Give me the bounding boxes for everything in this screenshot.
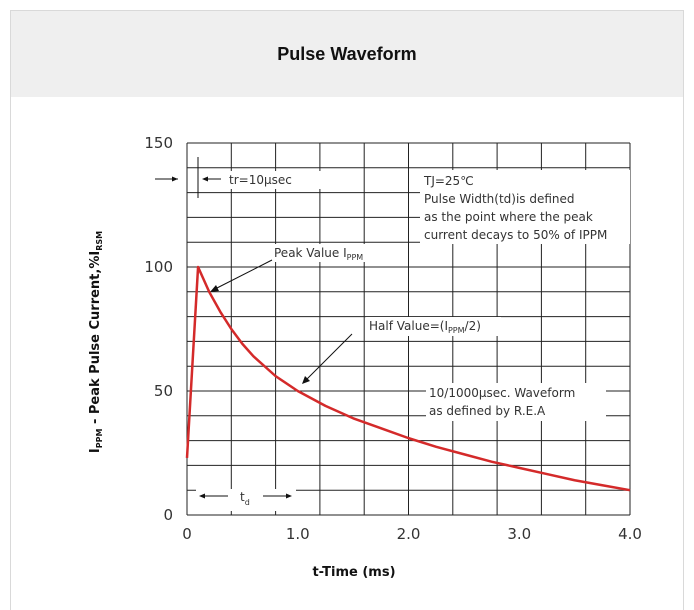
- half-label: Half Value=(IPPM/2): [369, 319, 481, 335]
- y-tick-label: 150: [144, 134, 173, 152]
- x-tick-label: 0: [182, 525, 192, 543]
- peak-label: Peak Value IPPM: [274, 246, 363, 262]
- y-tick-label: 100: [144, 258, 173, 276]
- x-tick-label: 2.0: [397, 525, 421, 543]
- waveform-line-1: 10/1000μsec. Waveform: [429, 386, 575, 400]
- waveform-series: [185, 265, 631, 492]
- tr-arrowhead-left: [172, 176, 178, 182]
- card-header: Pulse Waveform: [11, 11, 683, 97]
- x-tick-label: 1.0: [286, 525, 310, 543]
- tr-label: tr=10μsec: [229, 173, 292, 187]
- td-bg: [196, 489, 296, 511]
- tj-line-1: TJ=25℃: [423, 174, 474, 188]
- half-label-bg: [366, 317, 501, 336]
- tj-note-bg: [420, 170, 630, 244]
- y-tick-label: 0: [163, 506, 173, 524]
- tj-line-3: as the point where the peak: [424, 210, 593, 224]
- peak-pointer-line: [214, 259, 273, 290]
- waveform-note-bg: [426, 383, 606, 421]
- waveform-line-2: as defined by R.E.A: [429, 404, 546, 418]
- x-tick-label: 3.0: [507, 525, 531, 543]
- tj-line-4: current decays to 50% of IPPM: [424, 228, 607, 242]
- annotations: tr=10μsec TJ=25℃ Pulse Width(td)is defin…: [155, 157, 630, 511]
- half-pointer-line: [305, 333, 353, 381]
- td-label: td: [240, 490, 250, 507]
- chart-title: Pulse Waveform: [277, 43, 417, 64]
- half-pointer-head: [302, 376, 310, 384]
- tr-label-bg: [226, 171, 326, 189]
- td-arrowhead-left: [199, 493, 205, 499]
- tr-arrowhead-right: [202, 176, 208, 182]
- peak-label-bg: [272, 244, 407, 262]
- waveform-line: [185, 265, 631, 492]
- td-arrowhead-right: [286, 493, 292, 499]
- y-axis-title: IPPM - Peak Pulse Current,%IRSM: [88, 231, 104, 453]
- peak-pointer-head: [210, 285, 219, 292]
- x-tick-label: 4.0: [618, 525, 642, 543]
- chart-card: Pulse Waveform: [10, 10, 684, 610]
- tj-line-2: Pulse Width(td)is defined: [424, 192, 575, 206]
- x-axis-title: t-Time (ms): [312, 565, 395, 580]
- tick-labels: 0 1.0 2.0 3.0 4.0 0 50 100 150: [144, 134, 642, 543]
- y-tick-label: 50: [154, 382, 173, 400]
